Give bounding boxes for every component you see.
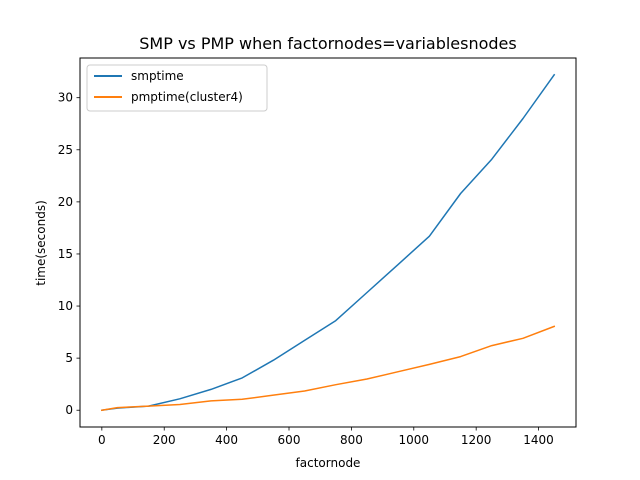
x-axis-label: factornode bbox=[296, 456, 361, 470]
y-axis-label: time(seconds) bbox=[34, 200, 48, 286]
y-tick-label: 30 bbox=[58, 91, 73, 105]
x-tick-label: 600 bbox=[278, 433, 301, 447]
x-tick-label: 0 bbox=[98, 433, 106, 447]
x-tick-label: 1000 bbox=[399, 433, 430, 447]
y-tick-label: 0 bbox=[65, 403, 73, 417]
x-tick-label: 200 bbox=[153, 433, 176, 447]
legend: smptime pmptime(cluster4) bbox=[86, 64, 268, 112]
x-tick-label: 1400 bbox=[523, 433, 554, 447]
y-tick-label: 5 bbox=[65, 351, 73, 365]
y-tick-label: 20 bbox=[58, 195, 73, 209]
series-lines bbox=[100, 73, 556, 412]
x-tick-label: 800 bbox=[340, 433, 363, 447]
series-line-smptime bbox=[100, 73, 556, 412]
legend-frame bbox=[86, 64, 268, 112]
y-tick-label: 15 bbox=[58, 247, 73, 261]
legend-label-pmptime: pmptime(cluster4) bbox=[131, 90, 243, 104]
x-tick-label: 1200 bbox=[461, 433, 492, 447]
axes-frame bbox=[79, 57, 577, 428]
x-tick-label: 400 bbox=[215, 433, 238, 447]
plot-area: 0 200 400 600 800 1000 1200 1400 0 5 10 15 20 25 30 bbox=[58, 57, 577, 447]
series-line-pmptime-cluster4 bbox=[100, 325, 556, 412]
y-tick-label: 10 bbox=[58, 299, 73, 313]
legend-label-smptime: smptime bbox=[131, 69, 184, 83]
x-axis-ticks: 0 200 400 600 800 1000 1200 1400 bbox=[98, 427, 554, 447]
chart-title: SMP vs PMP when factornodes=variablesnod… bbox=[139, 34, 516, 53]
y-tick-label: 25 bbox=[58, 143, 73, 157]
y-axis-ticks: 0 5 10 15 20 25 30 bbox=[58, 91, 80, 417]
